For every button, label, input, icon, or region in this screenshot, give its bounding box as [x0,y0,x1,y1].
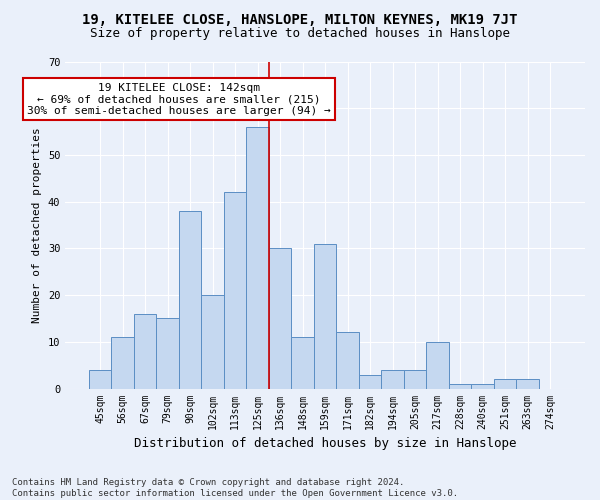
Bar [269,248,292,388]
Bar [112,337,134,388]
Text: 19, KITELEE CLOSE, HANSLOPE, MILTON KEYNES, MK19 7JT: 19, KITELEE CLOSE, HANSLOPE, MILTON KEYN… [82,12,518,26]
Bar [449,384,472,388]
Bar [404,370,427,388]
Bar [337,332,359,388]
Bar [427,342,449,388]
Bar [314,244,337,388]
Bar [247,127,269,388]
Bar [202,295,224,388]
Bar [359,374,382,388]
Bar [382,370,404,388]
Bar [134,314,157,388]
Bar [157,318,179,388]
Text: Contains HM Land Registry data © Crown copyright and database right 2024.
Contai: Contains HM Land Registry data © Crown c… [12,478,458,498]
X-axis label: Distribution of detached houses by size in Hanslope: Distribution of detached houses by size … [134,437,517,450]
Y-axis label: Number of detached properties: Number of detached properties [32,127,43,323]
Bar [472,384,494,388]
Bar [292,337,314,388]
Bar [517,379,539,388]
Bar [494,379,517,388]
Bar [89,370,112,388]
Text: 19 KITELEE CLOSE: 142sqm
← 69% of detached houses are smaller (215)
30% of semi-: 19 KITELEE CLOSE: 142sqm ← 69% of detach… [27,82,331,116]
Bar [224,192,247,388]
Text: Size of property relative to detached houses in Hanslope: Size of property relative to detached ho… [90,28,510,40]
Bar [179,211,202,388]
